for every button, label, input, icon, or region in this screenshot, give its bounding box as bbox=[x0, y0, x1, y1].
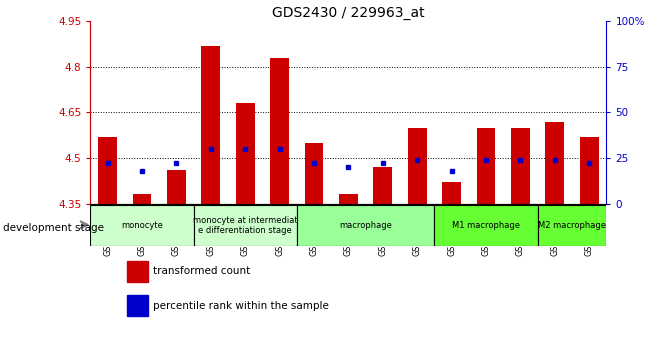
Bar bbox=[511, 127, 530, 204]
Bar bbox=[127, 261, 148, 282]
Bar bbox=[133, 194, 151, 204]
Text: macrophage: macrophage bbox=[339, 221, 392, 230]
Text: percentile rank within the sample: percentile rank within the sample bbox=[153, 301, 329, 311]
Bar bbox=[339, 194, 358, 204]
Bar bbox=[373, 167, 392, 204]
Text: transformed count: transformed count bbox=[153, 267, 251, 276]
Bar bbox=[442, 182, 461, 204]
Text: M1 macrophage: M1 macrophage bbox=[452, 221, 520, 230]
Bar bbox=[434, 205, 537, 246]
Bar bbox=[580, 137, 598, 204]
Bar bbox=[305, 143, 324, 204]
Bar bbox=[270, 58, 289, 204]
Title: GDS2430 / 229963_at: GDS2430 / 229963_at bbox=[272, 6, 425, 20]
Text: monocyte at intermediat
e differentiation stage: monocyte at intermediat e differentiatio… bbox=[193, 216, 297, 235]
Text: monocyte: monocyte bbox=[121, 221, 163, 230]
Bar bbox=[537, 205, 606, 246]
Bar bbox=[545, 121, 564, 204]
Bar bbox=[408, 127, 427, 204]
Text: M2 macrophage: M2 macrophage bbox=[538, 221, 606, 230]
Bar bbox=[476, 127, 495, 204]
Bar bbox=[236, 103, 255, 204]
Bar bbox=[202, 46, 220, 204]
Bar bbox=[90, 205, 194, 246]
Bar bbox=[194, 205, 297, 246]
Text: development stage: development stage bbox=[3, 223, 105, 233]
Bar bbox=[167, 170, 186, 204]
Bar bbox=[127, 295, 148, 316]
Bar bbox=[98, 137, 117, 204]
Bar bbox=[297, 205, 434, 246]
